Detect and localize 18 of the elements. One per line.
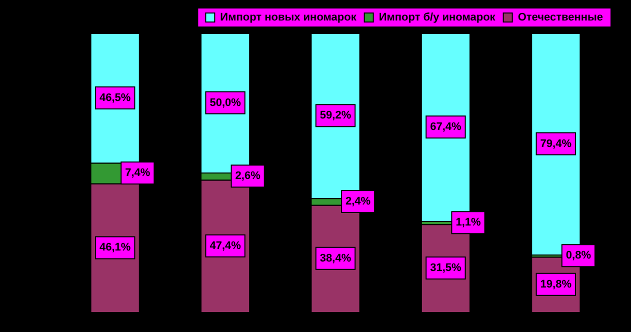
data-label: 0,8% [566, 250, 592, 262]
data-label: 79,4% [540, 138, 572, 150]
data-label: 2,6% [235, 170, 261, 182]
data-label: 47,4% [210, 240, 242, 252]
data-label: 46,5% [100, 92, 131, 104]
data-label: 19,8% [540, 278, 572, 290]
legend-label: Отечественные [518, 12, 603, 24]
data-label: 38,4% [320, 252, 352, 264]
data-label: 67,4% [430, 121, 462, 134]
data-label: 59,2% [320, 110, 352, 122]
data-label: 31,5% [430, 262, 462, 274]
data-label: 7,4% [125, 167, 150, 180]
legend-label: Импорт б/у иномарок [378, 12, 496, 24]
data-label: 46,1% [100, 242, 131, 254]
data-label: 2,4% [345, 196, 371, 208]
data-label: 1,1% [456, 216, 481, 229]
data-label: 50,0% [210, 96, 242, 109]
legend-label: Импорт новых иномарок [220, 12, 357, 24]
